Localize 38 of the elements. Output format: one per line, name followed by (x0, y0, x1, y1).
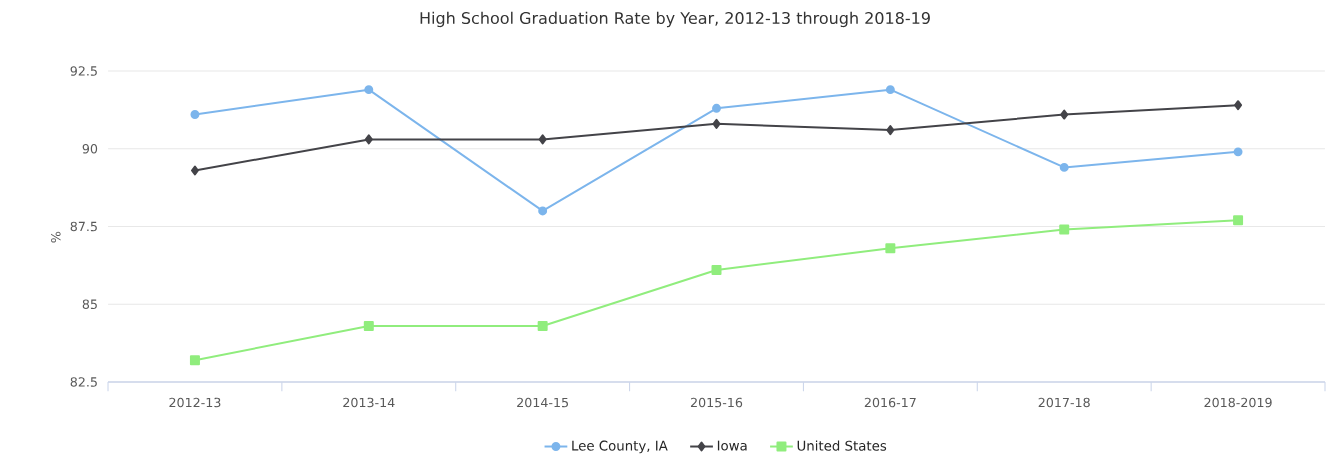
point (190, 110, 200, 119)
x-tick-label: 2018-2019 (1204, 397, 1272, 408)
y-tick-label: 82.5 (70, 377, 97, 387)
point (189, 355, 200, 366)
point (1059, 162, 1069, 172)
legend-label: Lee County, IA (572, 440, 668, 454)
chart-title: High School Graduation Rate by Year, 2012-13 through 2018-19 (420, 11, 930, 28)
point (363, 321, 374, 332)
x-tick-label: 2016-17 (864, 397, 916, 408)
point (537, 321, 548, 332)
point (364, 85, 374, 95)
point (364, 134, 373, 145)
point (190, 165, 199, 176)
point (886, 125, 895, 136)
legend-label: United States (797, 440, 887, 451)
x-tick-label: 2014-15 (517, 397, 568, 408)
point (1234, 100, 1243, 111)
x-tick-label: 2015-16 (690, 397, 743, 408)
x-tick-label: 2017-18 (1038, 397, 1090, 408)
point (885, 243, 896, 254)
x-tick-label: 2013-14 (343, 397, 395, 408)
y-tick-label: 87.5 (70, 221, 97, 232)
point (712, 118, 721, 129)
point (711, 265, 722, 276)
point (1059, 224, 1070, 235)
point (538, 134, 547, 145)
point (885, 85, 895, 95)
point (538, 206, 548, 216)
point (1233, 215, 1244, 226)
y-tick-label: 92.5 (70, 66, 97, 76)
point (712, 103, 721, 113)
x-tick-label: 2012-13 (169, 397, 221, 408)
point (1233, 147, 1243, 157)
point (1060, 109, 1069, 120)
y-tick-label: 85 (82, 299, 97, 310)
y-tick-label: 90 (82, 143, 98, 154)
y-axis-title: % (51, 231, 61, 243)
legend-label: Iowa (717, 440, 747, 451)
